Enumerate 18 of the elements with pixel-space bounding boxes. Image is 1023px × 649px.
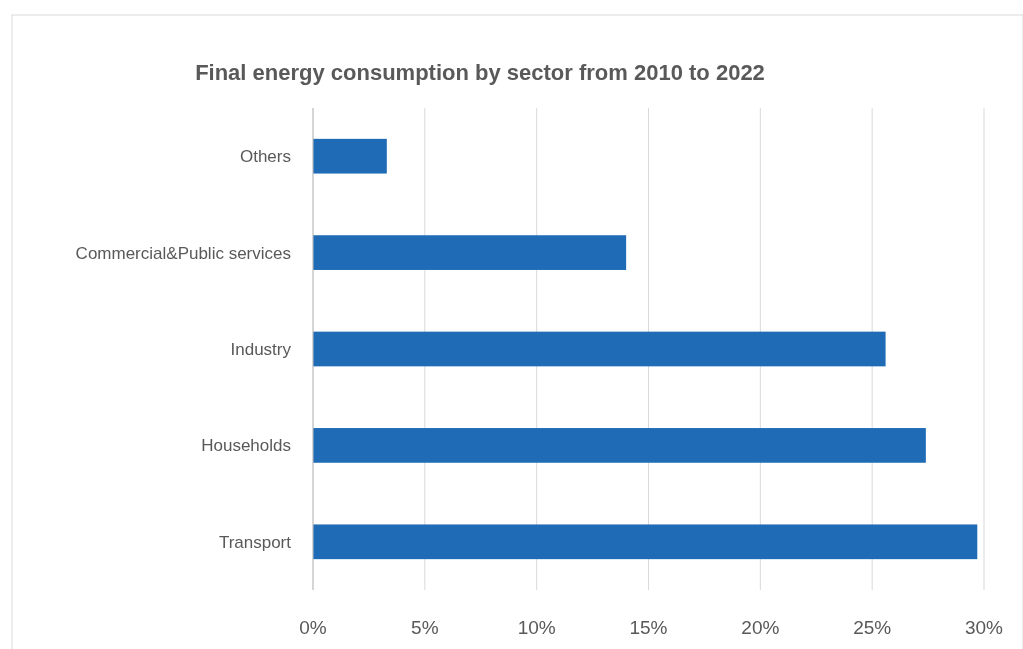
bar (313, 524, 978, 560)
x-tick-label: 25% (853, 617, 892, 638)
bar (313, 235, 627, 270)
y-tick-label: Industry (230, 339, 292, 359)
chart-title: Final energy consumption by sector from 2010 to 2022 (195, 60, 765, 85)
bar (313, 138, 387, 174)
x-tick-label: 20% (741, 617, 780, 638)
x-tick-label: 0% (299, 617, 327, 638)
y-tick-label: Households (201, 436, 291, 456)
y-tick-label: Others (239, 147, 291, 167)
x-tick-label: 30% (964, 617, 1004, 638)
x-tick-label: 10% (517, 617, 556, 638)
bar (313, 331, 886, 367)
x-tick-label: 5% (411, 617, 439, 638)
bar (313, 428, 926, 463)
x-tick-label: 15% (629, 617, 668, 638)
y-tick-label: Transport (218, 532, 292, 552)
y-tick-label: Commercial&Public services (75, 243, 291, 263)
